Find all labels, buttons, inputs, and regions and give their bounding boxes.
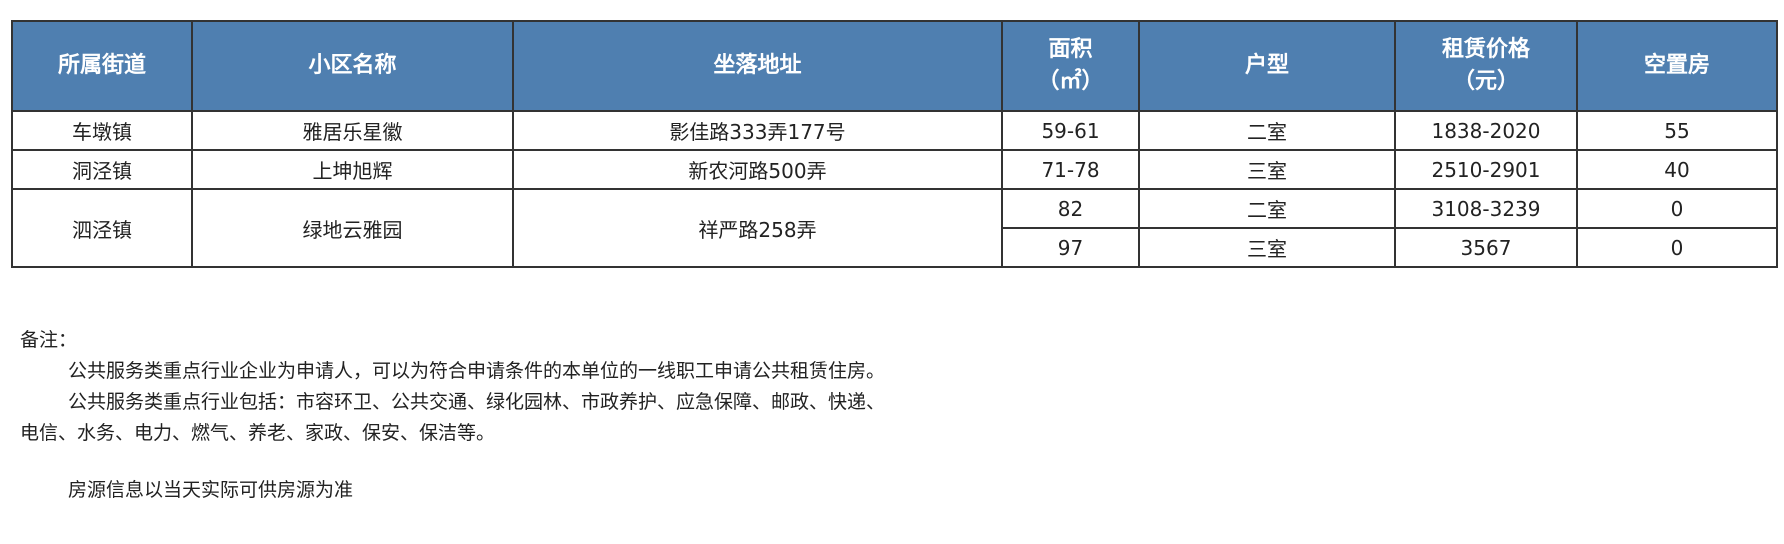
cell-area: 97 [1001,227,1140,268]
cell-street: 泗泾镇 [11,188,193,268]
cell-address: 影佳路333弄177号 [512,110,1003,151]
table-row: 洞泾镇 上坤旭辉 新农河路500弄 71-78 三室 2510-2901 40 [11,149,1778,190]
header-vacant: 空置房 [1576,20,1778,112]
cell-street: 车墩镇 [11,110,193,151]
cell-vacant: 0 [1576,188,1778,229]
cell-vacant: 55 [1576,110,1778,151]
header-area: 面积 （㎡） [1001,20,1140,112]
cell-community: 绿地云雅园 [191,188,514,268]
header-community: 小区名称 [191,20,514,112]
table-row: 车墩镇 雅居乐星徽 影佳路333弄177号 59-61 二室 1838-2020… [11,110,1778,151]
cell-vacant: 0 [1576,227,1778,268]
cell-area: 59-61 [1001,110,1140,151]
cell-area: 71-78 [1001,149,1140,190]
cell-price: 3108-3239 [1394,188,1578,229]
header-price: 租赁价格 （元） [1394,20,1578,112]
cell-type: 三室 [1138,149,1396,190]
cell-price: 3567 [1394,227,1578,268]
header-type: 户型 [1138,20,1396,112]
cell-street: 洞泾镇 [11,149,193,190]
table-row: 97 三室 3567 0 [12,227,1778,268]
note-line-1: 公共服务类重点行业企业为申请人，可以为符合申请条件的本单位的一线职工申请公共租赁… [68,360,886,382]
cell-address: 新农河路500弄 [512,149,1003,190]
cell-area: 82 [1001,188,1140,229]
cell-type: 二室 [1138,188,1396,229]
table-header-row: 所属街道 小区名称 坐落地址 面积 （㎡） 户型 租赁价格 （元） 空置房 [11,20,1778,112]
cell-price: 2510-2901 [1394,149,1578,190]
cell-address: 祥严路258弄 [512,188,1003,268]
cell-community: 上坤旭辉 [191,149,514,190]
header-address: 坐落地址 [512,20,1003,112]
note-line-2-cont: 电信、水务、电力、燃气、养老、家政、保安、保洁等。 [20,422,496,444]
notes-section: 备注： 公共服务类重点行业企业为申请人，可以为符合申请条件的本单位的一线职工申请… [20,325,885,506]
table-row: 泗泾镇 绿地云雅园 祥严路258弄 82 二室 3108-3239 0 [11,188,1778,268]
header-street: 所属街道 [11,20,193,112]
note-line-3: 房源信息以当天实际可供房源为准 [68,479,354,501]
cell-type: 二室 [1138,110,1396,151]
cell-community: 雅居乐星徽 [191,110,514,151]
note-line-2: 公共服务类重点行业包括：市容环卫、公共交通、绿化园林、市政养护、应急保障、邮政、… [68,391,886,413]
cell-vacant: 40 [1576,149,1778,190]
notes-title: 备注： [20,329,78,351]
cell-type: 三室 [1138,227,1396,268]
housing-table: 所属街道 小区名称 坐落地址 面积 （㎡） 户型 租赁价格 （元） 空置房 车墩… [11,20,1778,268]
cell-price: 1838-2020 [1394,110,1578,151]
